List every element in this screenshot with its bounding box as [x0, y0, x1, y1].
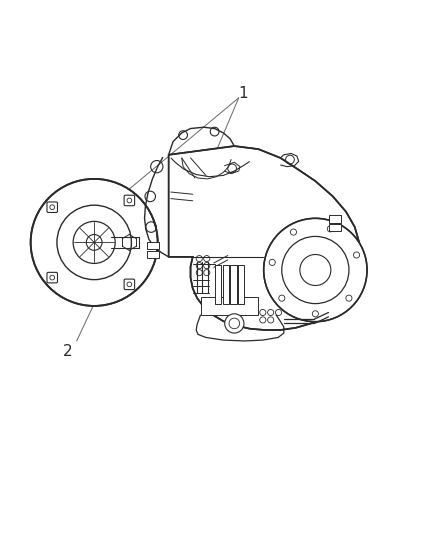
FancyBboxPatch shape	[238, 265, 244, 304]
Circle shape	[31, 179, 158, 306]
Text: 1: 1	[238, 86, 248, 101]
FancyBboxPatch shape	[215, 265, 221, 304]
Bar	[147, 243, 159, 249]
FancyBboxPatch shape	[124, 195, 134, 206]
FancyBboxPatch shape	[47, 202, 57, 213]
FancyBboxPatch shape	[201, 297, 258, 314]
Bar	[328, 223, 341, 231]
Bar	[328, 215, 341, 223]
FancyBboxPatch shape	[47, 272, 57, 283]
Text: 2: 2	[63, 344, 73, 359]
Bar	[147, 251, 159, 258]
FancyBboxPatch shape	[223, 265, 229, 304]
FancyBboxPatch shape	[124, 279, 134, 289]
Circle shape	[264, 219, 367, 322]
FancyBboxPatch shape	[230, 265, 237, 304]
Circle shape	[225, 314, 244, 333]
Polygon shape	[169, 146, 359, 330]
